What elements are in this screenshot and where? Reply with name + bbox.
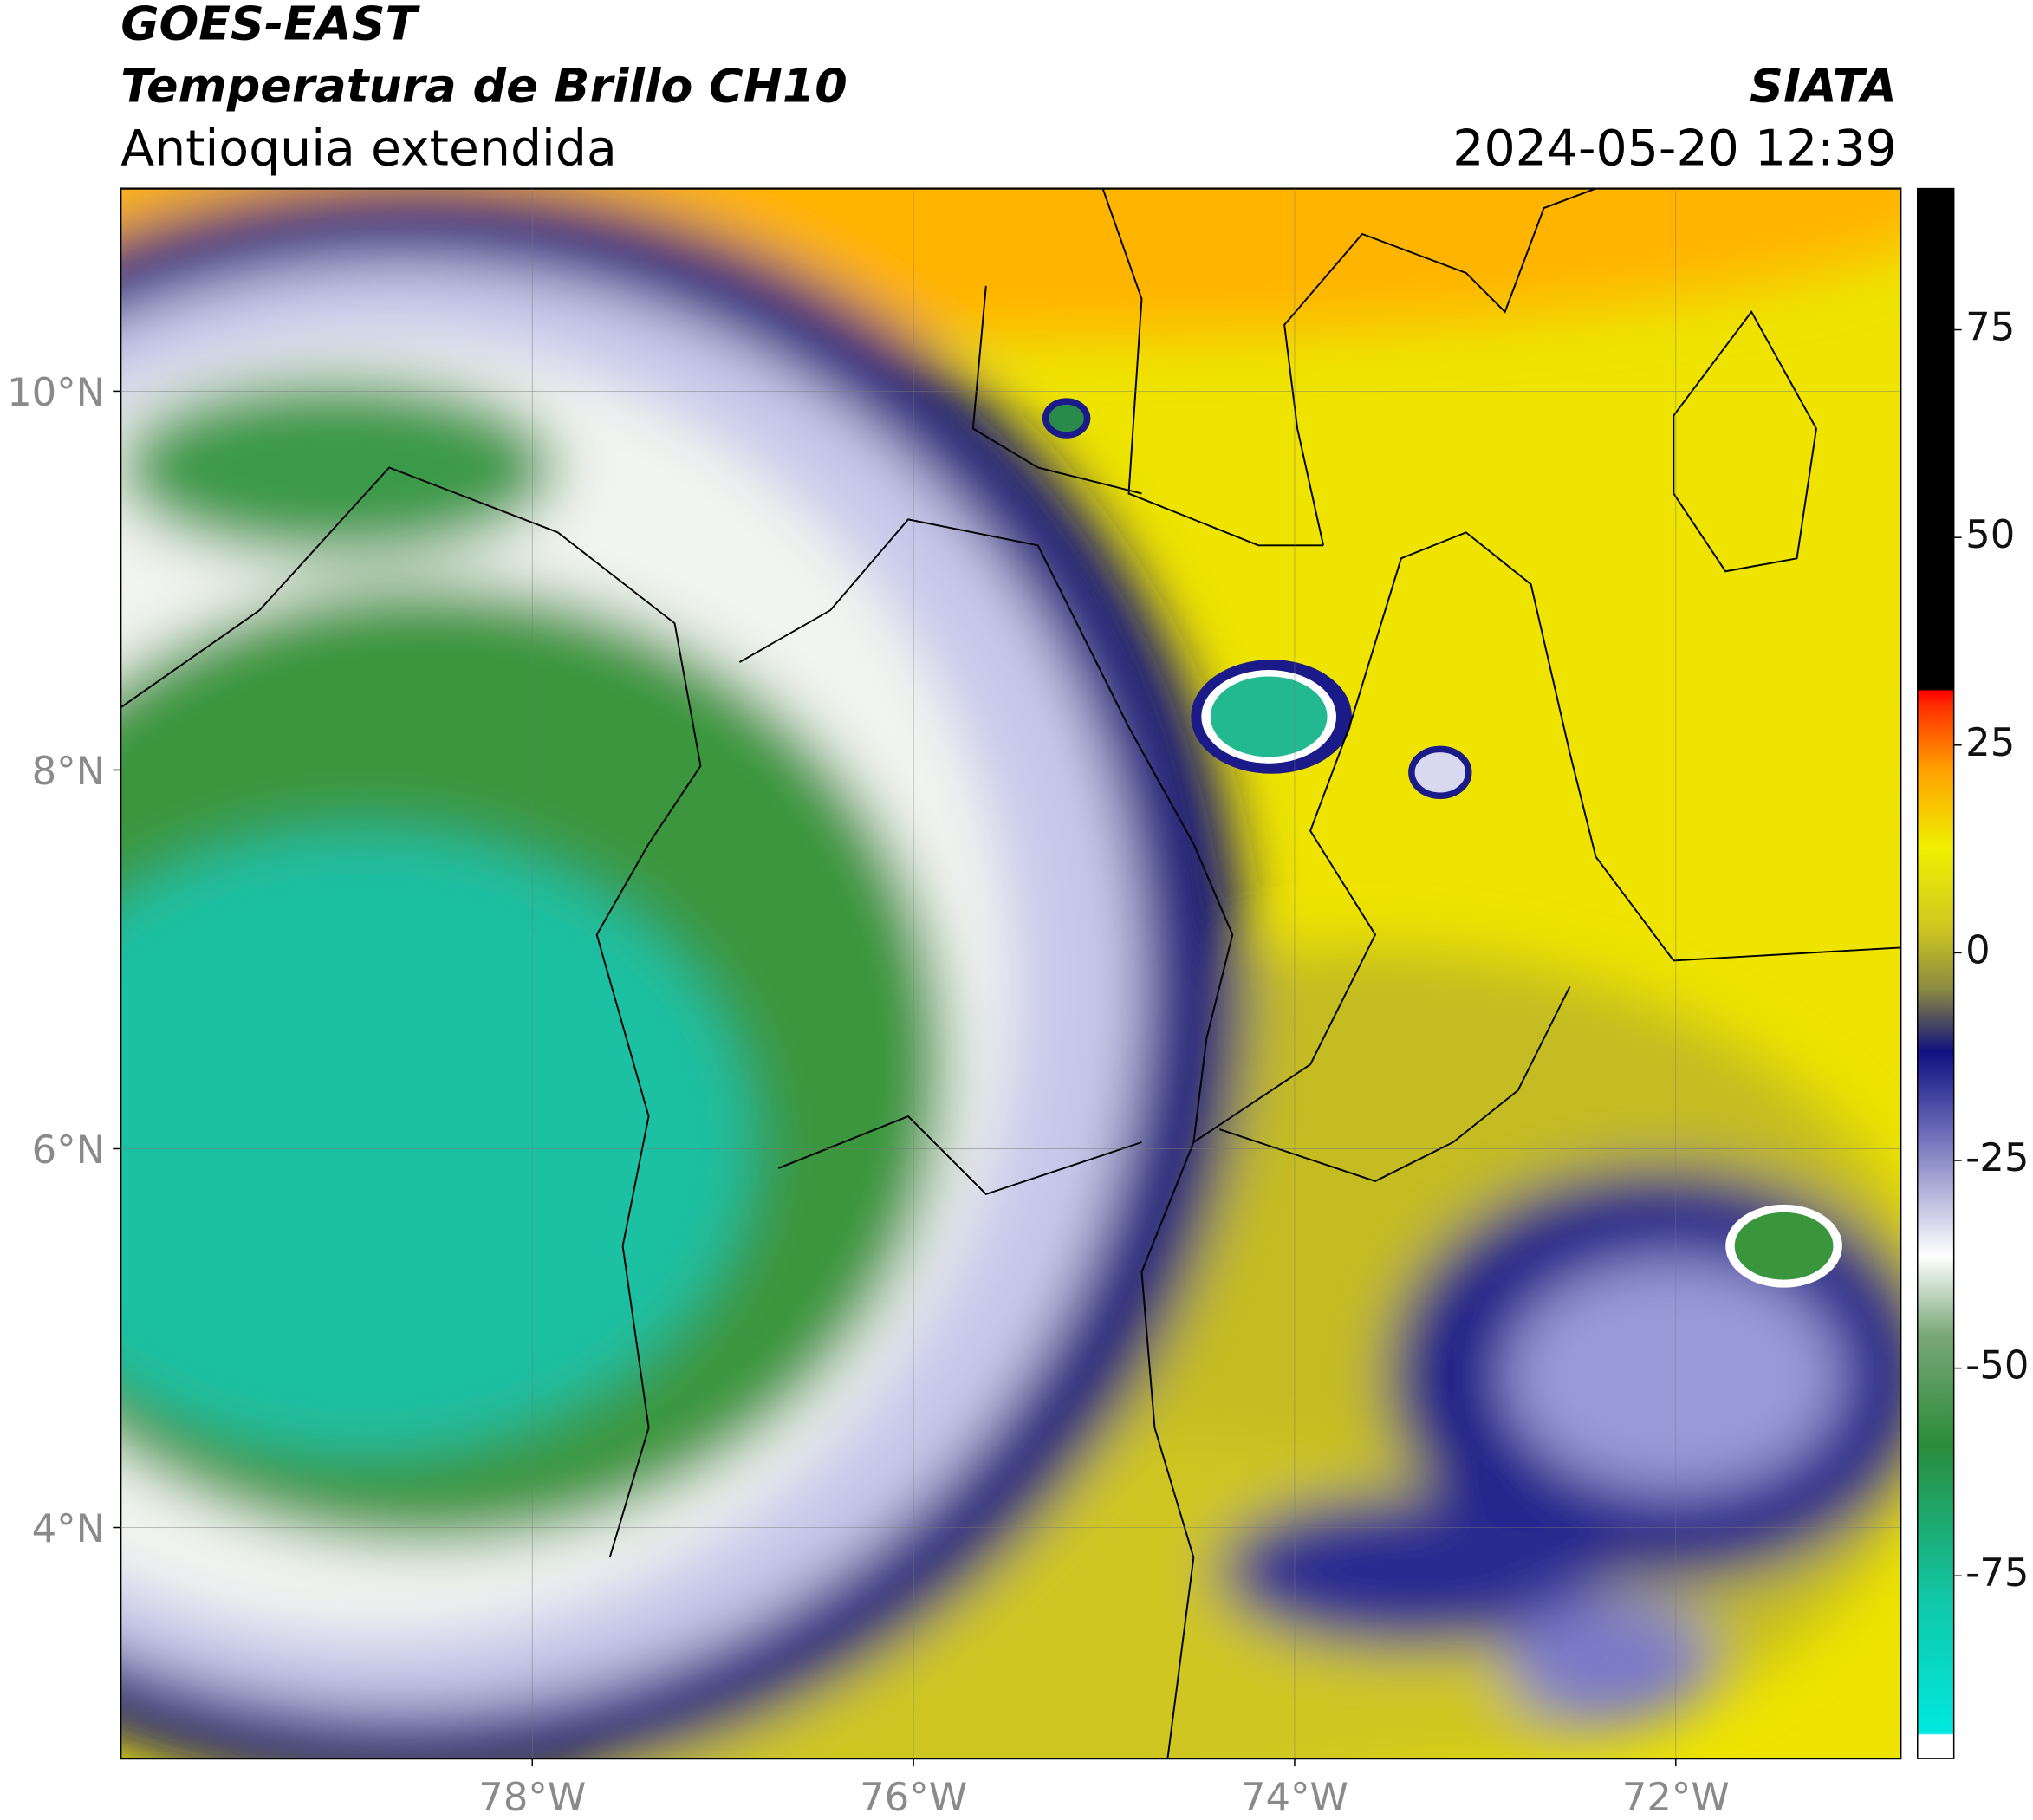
region: Antioquia extendida [120,120,617,178]
colorbar [1917,187,1955,1759]
x-tick-label: 78°W [478,1774,586,1820]
y-tick-label: 4°N [32,1505,106,1551]
title: GOES-EAST [120,0,420,50]
colorbar-tick-label: -25 [1965,1134,2029,1180]
y-tick-label: 6°N [32,1127,106,1173]
x-tick-label: 72°W [1622,1774,1730,1820]
source: SIATA [1750,58,1897,113]
colorbar-tick-label: -75 [1965,1550,2029,1596]
borders [120,188,1901,1759]
colorbar-tick-label: 50 [1965,511,2015,557]
map-frame [120,187,1902,1760]
y-tick-label: 8°N [32,748,106,794]
subtitle: Temperatura de Brillo CH10 [120,58,848,113]
colorbar-tick-label: 25 [1965,719,2015,765]
colorbar-tick-label: -50 [1965,1342,2029,1388]
x-tick-label: 76°W [860,1774,967,1820]
colorbar-tick-label: 0 [1965,926,1991,972]
datetime: 2024-05-20 12:39 [1452,120,1897,178]
x-tick-label: 74°W [1241,1774,1348,1820]
satellite-image [120,188,1901,1759]
colorbar-tick-label: 75 [1965,304,2015,350]
y-tick-label: 10°N [7,369,105,415]
